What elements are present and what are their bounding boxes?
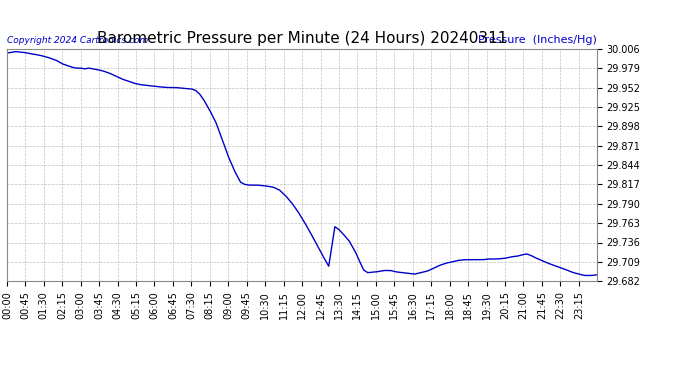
Title: Barometric Pressure per Minute (24 Hours) 20240311: Barometric Pressure per Minute (24 Hours… [97,31,507,46]
Text: Pressure  (Inches/Hg): Pressure (Inches/Hg) [478,35,597,45]
Text: Copyright 2024 Cartronics.com: Copyright 2024 Cartronics.com [7,36,148,45]
